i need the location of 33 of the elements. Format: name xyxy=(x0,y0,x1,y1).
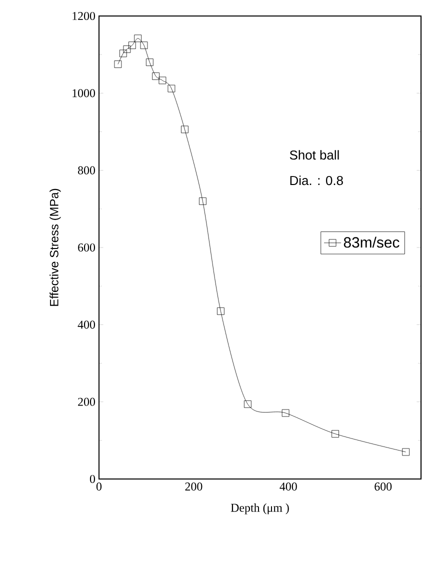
x-tick-label: 600 xyxy=(374,482,392,491)
point xyxy=(244,400,252,408)
point xyxy=(114,60,122,68)
y-tick-label: 200 xyxy=(78,398,96,406)
point xyxy=(181,126,188,134)
point xyxy=(199,198,206,205)
y-tick-label: 1200 xyxy=(72,12,96,20)
y-tick-label: 600 xyxy=(78,243,96,252)
y-tick-label: 1000 xyxy=(72,89,96,98)
annotation: Shot ball xyxy=(290,150,339,160)
y-tick-label: 800 xyxy=(78,166,96,174)
point xyxy=(332,430,339,438)
point xyxy=(119,50,127,58)
y-tick-label: 0 xyxy=(90,474,96,484)
point xyxy=(134,34,142,42)
x-tick-label: 200 xyxy=(185,482,202,491)
y-axis-title: Effective Stress (MPa) xyxy=(50,188,61,306)
point xyxy=(123,45,131,53)
point xyxy=(128,42,136,50)
point xyxy=(152,72,160,80)
point xyxy=(217,307,224,315)
annotation: Dia. : 0.8 xyxy=(290,176,343,186)
legend-label: 83m/sec xyxy=(344,236,400,248)
point xyxy=(146,58,154,66)
x-tick-label: 400 xyxy=(280,482,297,491)
point xyxy=(140,42,148,50)
point xyxy=(168,84,176,92)
point xyxy=(158,76,166,84)
y-tick-label: 400 xyxy=(78,320,96,329)
point xyxy=(402,448,410,456)
x-axis-title: Depth (μm ) xyxy=(230,503,289,514)
point xyxy=(282,409,290,417)
x-tick-label: 0 xyxy=(96,482,102,491)
